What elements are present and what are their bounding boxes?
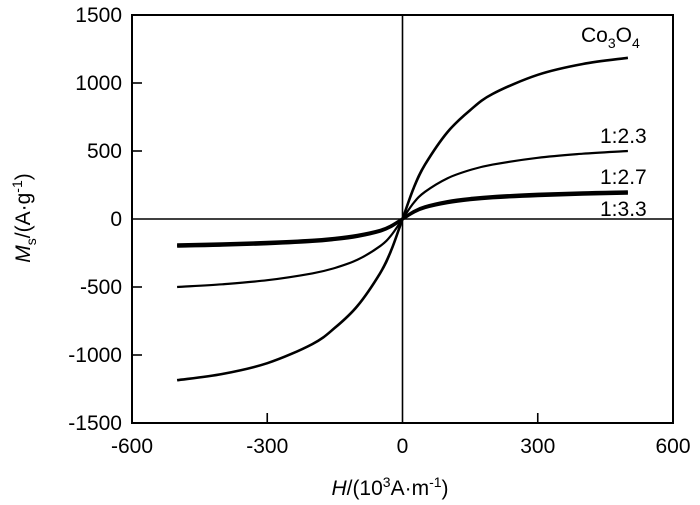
x-tick-label: -600 — [111, 435, 153, 458]
y-tick-label: 1000 — [75, 72, 122, 95]
x-axis-title: H/(103A·m-1) — [331, 474, 448, 500]
x-axis: -600 -300 0 300 600 — [111, 413, 691, 458]
x-tick-label: -300 — [246, 435, 288, 458]
series-label-2: 1:2.3 — [600, 125, 647, 148]
y-tick-label: -1500 — [68, 412, 122, 435]
series-label-3: 1:2.7 — [600, 166, 647, 189]
series-line-4 — [177, 191, 628, 247]
y-tick-label: 500 — [87, 140, 122, 163]
y-tick-label: -1000 — [68, 344, 122, 367]
series-label-1: Co3O4 — [581, 24, 640, 51]
series-labels: Co3O4 1:2.3 1:2.7 1:3.3 — [581, 24, 647, 221]
y-tick-label: 1500 — [75, 4, 122, 27]
y-tick-label: -500 — [80, 276, 122, 299]
series-label-4: 1:3.3 — [600, 198, 647, 221]
x-tick-label: 0 — [397, 435, 409, 458]
x-tick-label: 300 — [520, 435, 555, 458]
y-axis-title: Ms/(A·g-1) — [9, 173, 39, 262]
series-lines — [176, 56, 629, 382]
y-axis: -1500 -1000 -500 0 500 1000 1500 — [68, 4, 142, 435]
y-tick-label: 0 — [110, 208, 122, 231]
x-tick-label: 600 — [655, 435, 690, 458]
